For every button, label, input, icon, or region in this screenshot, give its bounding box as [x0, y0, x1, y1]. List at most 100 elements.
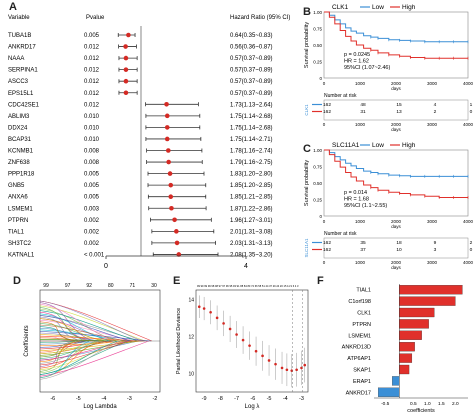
cv-y-tick-label: 14 [188, 297, 194, 303]
coef-gene-label: PTPRN [352, 322, 371, 328]
km-c-stat-line: 95%CI (1.1~2.55) [344, 203, 387, 209]
coefficient-path [39, 340, 78, 358]
panel-label-e: E [173, 275, 181, 287]
row-variable: SERPINA1 [8, 68, 38, 74]
hr-point [164, 113, 170, 119]
km-c-risk-x-tick: 1000 [355, 260, 366, 265]
coefficient-path [39, 340, 106, 355]
cv-x-tick-label: -9 [202, 396, 207, 402]
km-c-risk-value: 35 [360, 240, 366, 246]
coef-x-tick-label: 1.0 [424, 401, 431, 407]
km-b-plot-frame [323, 11, 469, 79]
cv-point [295, 368, 298, 372]
cv-point [274, 362, 277, 366]
coefficient-path [39, 319, 135, 342]
coef-gene-label: ANKRD17 [346, 390, 371, 396]
row-pvalue: 0.002 [84, 229, 100, 235]
lasso-x-tick-label: -4 [101, 396, 106, 402]
cv-point [241, 338, 245, 342]
cv-deviance-plot: 99 99 99 99 98 98 97 97 96 95 93 91 88 8… [176, 284, 309, 410]
cv-frame [195, 289, 309, 393]
coefficient-path [39, 340, 109, 359]
coef-bar [392, 376, 400, 386]
coefficient-path [39, 305, 146, 342]
lasso-top-tick: 97 [65, 283, 71, 289]
coef-bar [399, 342, 415, 352]
coefficient-path [39, 340, 119, 375]
row-pvalue: 0.005 [84, 195, 100, 201]
row-variable: NAAA [8, 56, 24, 62]
km-b-risk-value: 4 [434, 102, 437, 108]
row-pvalue: 0.012 [84, 91, 100, 97]
cv-top-ticks: 99 99 99 99 98 98 97 97 96 95 93 91 88 8… [197, 284, 299, 288]
km-b-stat-line: p = 0.0245 [344, 52, 370, 58]
cv-x-tick-label: -7 [234, 396, 239, 402]
km-c-risk-value: 37 [360, 247, 366, 253]
row-pvalue: 0.005 [84, 172, 100, 178]
hr-point [164, 136, 170, 142]
panel-label-f: F [317, 275, 324, 287]
cv-y-tick-label: 12 [188, 334, 194, 340]
km-b-y-tick-label: 0 [319, 76, 322, 81]
panel-label-a: A [9, 1, 17, 13]
km-b-y-label: Survival probability [304, 22, 310, 68]
km-b-stat-line: 95%CI (1.07~2.46) [344, 65, 390, 71]
km-b-risk-value: 162 [323, 102, 331, 108]
row-pvalue: 0.008 [84, 149, 100, 155]
km-b-risk-value: 15 [396, 102, 402, 108]
coef-gene-label: CLK1 [357, 311, 371, 317]
km-b-risk-x-tick: 1000 [355, 122, 366, 127]
coefficient-path [39, 340, 113, 350]
cv-x-label: Log λ [245, 404, 260, 410]
cv-x-tick-label: -5 [267, 396, 272, 402]
row-pvalue: 0.008 [84, 160, 100, 166]
km-c-risk-value: 2 [470, 240, 473, 246]
km-c-y-tick-label: 0.75 [313, 165, 322, 170]
row-pvalue: 0.012 [84, 56, 100, 62]
km-b-risk-x-tick: 2000 [391, 122, 402, 127]
cv-point [215, 316, 219, 320]
row-hr-text: 2.03(1.31~3.13) [230, 241, 273, 247]
row-pvalue: 0.010 [84, 125, 100, 131]
coef-bar [399, 285, 463, 295]
km-c-risk-x-tick: 0 [323, 260, 326, 265]
cv-point [254, 349, 258, 353]
coef-x-tick-label: 2.0 [452, 401, 459, 407]
coef-bar [378, 387, 400, 397]
row-pvalue: 0.005 [84, 183, 100, 189]
lasso-top-tick: 99 [43, 283, 49, 289]
km-b-x-tick-label: 4000 [463, 81, 474, 86]
km-b-risk-value: 31 [360, 109, 366, 115]
row-pvalue: 0.012 [84, 68, 100, 74]
km-c-plot-frame [323, 149, 469, 217]
km-c-risk-value: 3 [434, 247, 437, 253]
lasso-x-tick-label: -6 [50, 396, 55, 402]
x-tick-label: 4 [244, 263, 248, 270]
row-hr-text: 1.85(1.20~2.85) [230, 183, 273, 189]
cv-point [285, 368, 289, 372]
coefficient-path [39, 318, 104, 342]
row-hr-text: 0.57(0.37~0.89) [230, 56, 273, 62]
row-variable: PTPRN [8, 218, 28, 224]
km-c-risk-frame [323, 237, 469, 259]
cv-x-tick-label: -8 [218, 396, 223, 402]
km-c-risk-value: 162 [323, 240, 331, 246]
row-variable: KATNAL1 [8, 252, 35, 258]
lasso-top-tick: 30 [151, 283, 157, 289]
row-hr-text: 1.87(1.22~2.86) [230, 206, 273, 212]
km-b-legend-high: High [402, 4, 416, 11]
row-hr-text: 0.56(0.36~0.87) [230, 45, 273, 51]
km-c-risk-value: 10 [396, 247, 402, 253]
km-b-risk-frame [323, 99, 469, 121]
coef-bar [399, 319, 429, 329]
km-plot-slc11a1: SLC11A1 Low High 1.00 0.75 0.50 0.25 0 Survival … [304, 142, 474, 270]
row-hr-text: 2.08(1.35~3.20) [230, 252, 273, 258]
row-variable: EPS15L1 [8, 91, 34, 97]
coefficient-path [39, 340, 74, 367]
km-c-x-tick-label: 0 [323, 219, 326, 224]
row-pvalue: 0.003 [84, 206, 100, 212]
coef-bar [399, 296, 456, 306]
lasso-x-label: Log Lambda [83, 404, 117, 410]
km-b-low-curve [324, 11, 468, 43]
km-c-y-tick-label: 0 [319, 214, 322, 219]
